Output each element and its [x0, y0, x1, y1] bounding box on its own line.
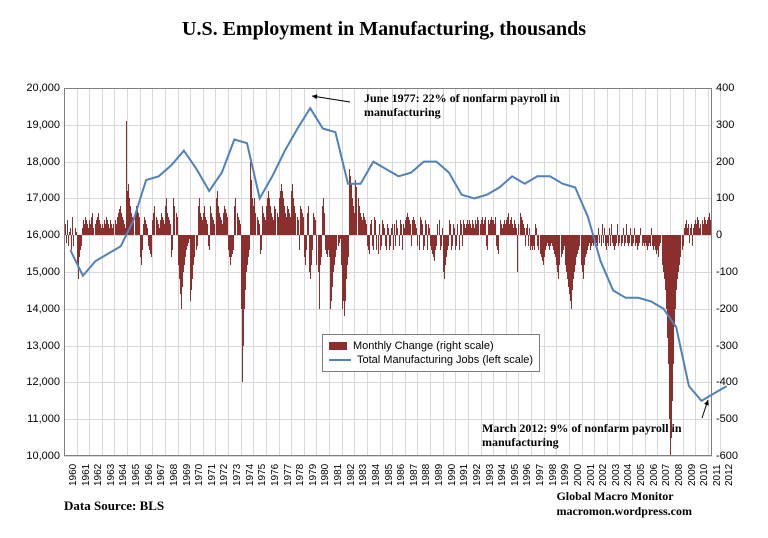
data-source: Data Source: BLS: [64, 498, 164, 514]
y1-tick-label: 14,000: [18, 303, 60, 315]
y1-tick-label: 10,000: [18, 450, 60, 462]
y1-tick-label: 13,000: [18, 340, 60, 352]
legend-label-bar: Monthly Change (right scale): [353, 340, 494, 352]
attribution: Global Macro Monitor macromon.wordpress.…: [556, 489, 692, 518]
y2-tick-label: 300: [716, 119, 752, 131]
legend-row-bar: Monthly Change (right scale): [329, 339, 533, 353]
legend-swatch-line: [329, 359, 351, 361]
y1-tick-label: 19,000: [18, 119, 60, 131]
y2-tick-label: -200: [716, 303, 752, 315]
y2-tick-label: -300: [716, 340, 752, 352]
plot-border: [64, 88, 712, 456]
y2-tick-label: 100: [716, 192, 752, 204]
y1-tick-label: 20,000: [18, 82, 60, 94]
y1-tick-label: 12,000: [18, 376, 60, 388]
chart-title: U.S. Employment in Manufacturing, thousa…: [0, 18, 768, 41]
y1-tick-label: 17,000: [18, 192, 60, 204]
legend-row-line: Total Manufacturing Jobs (left scale): [329, 353, 533, 367]
y1-tick-label: 18,000: [18, 156, 60, 168]
legend-swatch-bar: [329, 342, 347, 350]
chart-frame: U.S. Employment in Manufacturing, thousa…: [0, 0, 768, 538]
plot-area: 10,00011,00012,00013,00014,00015,00016,0…: [64, 88, 712, 456]
y2-tick-label: 400: [716, 82, 752, 94]
y2-tick-label: -400: [716, 376, 752, 388]
y1-tick-label: 16,000: [18, 229, 60, 241]
y1-tick-label: 11,000: [18, 413, 60, 425]
y2-tick-label: 0: [716, 229, 752, 241]
attribution-line2: macromon.wordpress.com: [556, 504, 692, 518]
y2-tick-label: -600: [716, 450, 752, 462]
attribution-line1: Global Macro Monitor: [556, 489, 692, 503]
annotation-text: March 2012: 9% of nonfarm payroll in man…: [482, 422, 722, 450]
y2-tick-label: 200: [716, 156, 752, 168]
y1-tick-label: 15,000: [18, 266, 60, 278]
legend-label-line: Total Manufacturing Jobs (left scale): [357, 354, 533, 366]
y2-tick-label: -100: [716, 266, 752, 278]
legend: Monthly Change (right scale) Total Manuf…: [322, 334, 540, 372]
annotation-text: June 1977: 22% of nonfarm payroll in man…: [364, 92, 594, 120]
